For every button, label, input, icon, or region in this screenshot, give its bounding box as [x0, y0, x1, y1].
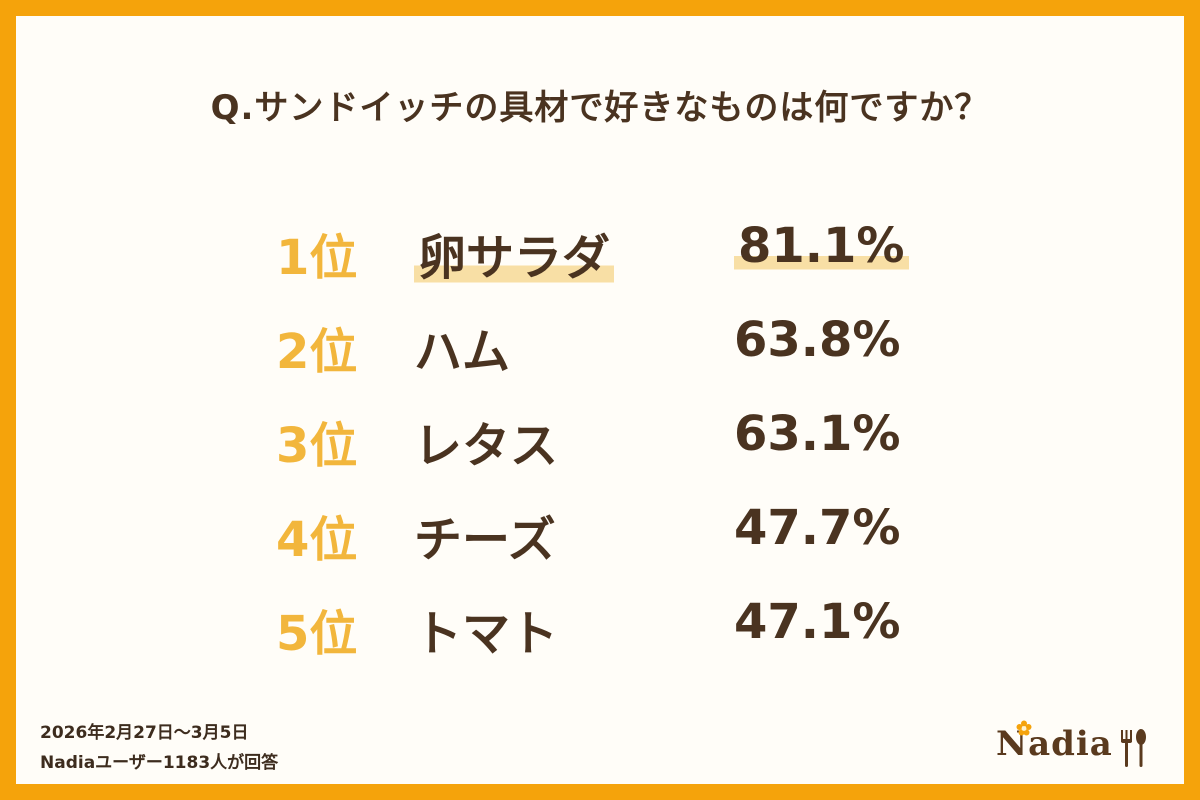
percent-label: 81.1% — [734, 218, 909, 274]
survey-period: 2026年2月27日〜3月5日 — [40, 723, 249, 743]
item-label: ハム — [414, 324, 511, 380]
ranking-table: 1位 卵サラダ 81.1% 2位 ハム 63.8% 3位 レタス 63.1% 4… — [0, 200, 1200, 662]
ranking-row: 5位 トマト 47.1% — [0, 576, 1200, 668]
percent-label: 47.7% — [734, 500, 901, 556]
fork-spoon-icon — [1121, 729, 1146, 767]
ranking-row: 2位 ハム 63.8% — [0, 294, 1200, 386]
percent-label: 63.1% — [734, 406, 901, 462]
rank-label: 5位 — [276, 606, 358, 662]
survey-respondents: Nadiaユーザー1183人が回答 — [40, 753, 279, 773]
percent-label: 47.1% — [734, 594, 901, 650]
logo-text: Nadia — [996, 724, 1113, 764]
nadia-logo: Nadia — [996, 720, 1156, 778]
survey-footnote: 2026年2月27日〜3月5日 Nadiaユーザー1183人が回答 — [40, 718, 278, 778]
ranking-row: 4位 チーズ 47.7% — [0, 482, 1200, 574]
item-label: トマト — [414, 606, 559, 662]
ranking-row: 1位 卵サラダ 81.1% — [0, 200, 1200, 292]
rank-label: 3位 — [276, 418, 358, 474]
item-label: 卵サラダ — [414, 218, 615, 288]
item-label: レタス — [414, 418, 559, 474]
rank-label: 2位 — [276, 324, 358, 380]
rank-label: 4位 — [276, 512, 358, 568]
item-label: チーズ — [414, 512, 556, 568]
percent-label: 63.8% — [734, 312, 901, 368]
flower-icon — [1016, 720, 1032, 736]
rank-label: 1位 — [276, 230, 358, 286]
ranking-row: 3位 レタス 63.1% — [0, 388, 1200, 480]
survey-question: Q.サンドイッチの具材で好きなものは何ですか？ — [210, 88, 990, 128]
